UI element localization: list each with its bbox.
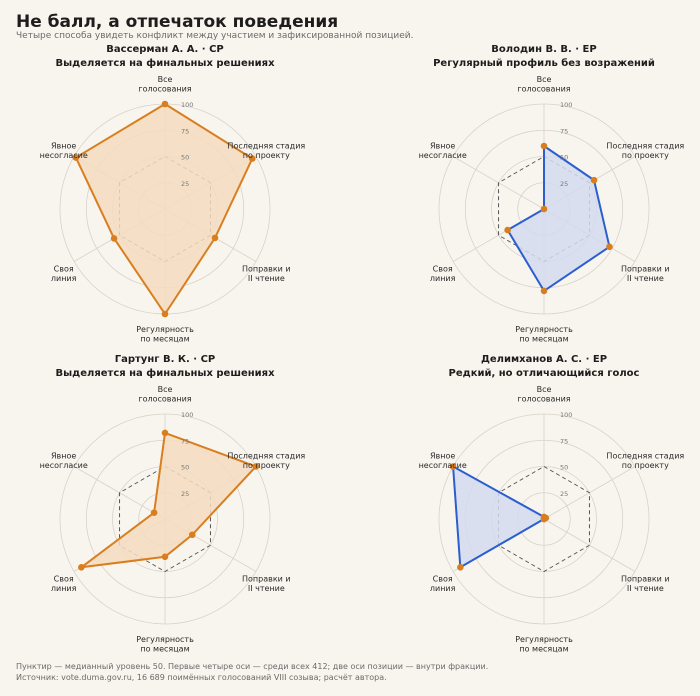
axis-label: Поправки и II чтение [621,575,670,594]
data-point [248,155,256,162]
axis-label: Все голосования [138,385,191,404]
radar-panel-1: Вассерман А. А. · СР Выделяется на финаль… [40,44,306,344]
data-point [457,564,464,571]
tick-label: 100 [560,411,572,419]
footer-source: Источник: vote.duma.gov.ru, 16 689 поимё… [16,672,387,682]
axis-label: Последняя стадия по проекту [227,142,305,161]
data-point [606,243,613,251]
axis-label: Все голосования [517,75,570,94]
tick-label: 75 [560,127,568,135]
radar-charts: Вассерман А. А. · СР Выделяется на финаль… [40,44,685,654]
footer: Пунктир — медианный уровень 50. Первые ч… [16,662,488,683]
panel-subtitle: Выделяется на финальных решениях [55,57,275,69]
series-polygon [74,103,254,315]
panel-title: Делимханов А. С. · ЕР [481,354,607,365]
data-point [110,235,118,242]
tick-label: 75 [181,127,189,135]
axis-label: Поправки и II чтение [621,265,670,284]
axis-label: Последняя стадия по проекту [227,452,305,471]
axis-label: Явное несогласие [419,142,467,161]
data-point [211,234,219,242]
tick-label: 75 [560,437,568,445]
axis-label: Регулярность по месяцам [515,635,573,654]
axis-label: Явное несогласие [40,142,88,161]
footer-note: Пунктир — медианный уровень 50. Первые ч… [16,662,489,671]
page-subtitle: Четыре способа увидеть конфликт между уч… [16,31,414,41]
panel-title: Володин В. В. · ЕР [491,44,596,55]
data-point [150,509,158,517]
data-point [72,154,80,161]
data-point [540,142,548,150]
data-point [540,515,548,523]
panel-subtitle: Регулярный профиль без возражений [433,57,655,69]
tick-label: 75 [181,437,189,445]
data-point [540,205,548,213]
data-point [449,463,457,470]
tick-label: 100 [181,411,193,419]
panel-title: Вассерман А. А. · СР [106,44,223,55]
tick-label: 25 [560,490,568,498]
data-point [252,463,260,470]
axis-label: Регулярность по месяцам [136,635,194,654]
tick-label: 25 [181,180,189,188]
axis-label: Все голосования [138,75,191,94]
radar-panel-4: Делимханов А. С. · ЕР Редкий, но отличающ… [419,354,685,654]
data-point [78,564,85,571]
data-point [161,553,169,561]
tick-label: 50 [560,154,568,162]
axis-label: Регулярность по месяцам [136,325,194,344]
axis-label: Регулярность по месяцам [515,325,573,344]
axis-label: Явное несогласие [40,452,88,471]
axis-label: Явное несогласие [419,452,467,471]
axis-label: Все голосования [517,385,570,404]
data-point [188,531,196,539]
axis-label: Последняя стадия по проекту [606,452,684,471]
radar-panel-2: Володин В. В. · ЕР Регулярный профиль без… [419,44,685,344]
tick-label: 50 [181,154,189,162]
tick-label: 25 [181,490,189,498]
data-point [161,100,169,108]
tick-label: 50 [560,464,568,472]
panel-subtitle: Редкий, но отличающийся голос [449,368,640,379]
data-point [590,176,598,184]
series-polygon [452,465,547,569]
data-point [161,310,169,318]
axis-label: Своя линия [51,265,77,284]
axis-label: Своя линия [430,265,456,284]
data-point [504,226,511,234]
tick-label: 25 [560,180,568,188]
axis-label: Своя линия [430,575,456,594]
radar-panel-3: Гартунг В. К. · СР Выделяется на финальны… [40,354,306,654]
axis-label: Поправки и II чтение [242,265,291,284]
page-title: Не балл, а отпечаток поведения [16,12,339,32]
panel-title: Гартунг В. К. · СР [115,354,216,365]
tick-label: 100 [560,101,572,109]
tick-label: 100 [181,101,193,109]
data-point [540,287,548,295]
axis-label: Поправки и II чтение [242,575,291,594]
panel-subtitle: Выделяется на финальных решениях [55,367,275,379]
axis-label: Последняя стадия по проекту [606,142,684,161]
tick-label: 50 [181,464,189,472]
axis-label: Своя линия [51,575,77,594]
data-point [161,429,169,437]
